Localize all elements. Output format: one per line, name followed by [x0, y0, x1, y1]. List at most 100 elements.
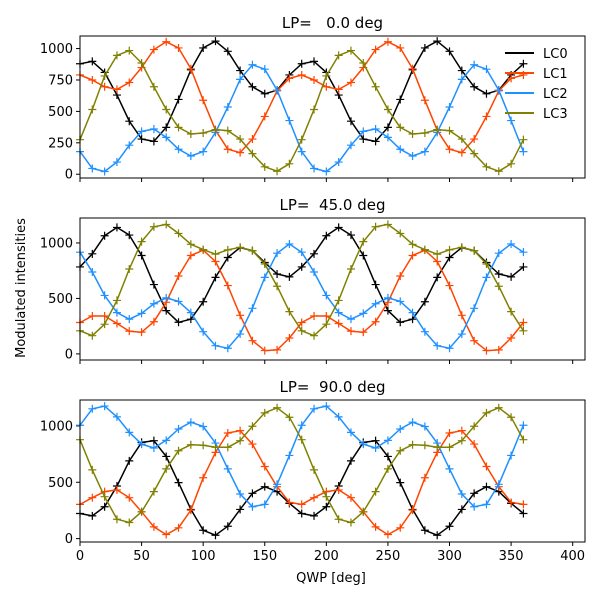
- data-point-marker: [470, 135, 479, 144]
- data-point-marker: [273, 86, 282, 95]
- data-point-marker: [125, 315, 134, 324]
- data-point-marker: [470, 60, 479, 69]
- data-point-marker: [260, 260, 269, 269]
- data-point-marker: [297, 147, 306, 156]
- data-point-marker: [162, 436, 171, 445]
- data-point-marker: [112, 158, 121, 167]
- data-point-marker: [519, 509, 528, 518]
- data-point-marker: [334, 223, 343, 232]
- data-point-marker: [346, 315, 355, 324]
- data-point-marker: [396, 123, 405, 132]
- data-point-marker: [88, 311, 97, 320]
- y-tick-label: 0: [65, 168, 73, 183]
- data-point-marker: [334, 515, 343, 524]
- data-point-marker: [162, 105, 171, 114]
- data-point-marker: [457, 505, 466, 514]
- subplot-2: LP= 45.0 deg 0 500 1000: [40, 196, 586, 364]
- data-point-marker: [445, 522, 454, 531]
- data-point-marker: [297, 135, 306, 144]
- data-point-marker: [346, 141, 355, 150]
- data-point-marker: [359, 309, 368, 318]
- data-point-marker: [236, 243, 245, 252]
- data-point-marker: [310, 249, 319, 258]
- y-tick-label: 1000: [40, 236, 73, 251]
- data-point-marker: [112, 223, 121, 232]
- data-point-marker: [310, 311, 319, 320]
- data-point-marker: [223, 145, 232, 154]
- data-point-marker: [310, 75, 319, 84]
- data-point-marker: [383, 293, 392, 302]
- data-point-marker: [507, 272, 516, 281]
- data-point-marker: [199, 473, 208, 482]
- data-point-marker: [494, 86, 503, 95]
- data-point-marker: [346, 518, 355, 527]
- data-point-marker: [88, 511, 97, 520]
- data-point-marker: [100, 492, 109, 501]
- data-point-marker: [445, 344, 454, 353]
- data-point-marker: [211, 37, 220, 46]
- data-point-marker: [236, 489, 245, 498]
- data-point-marker: [408, 152, 417, 161]
- data-point-marker: [383, 123, 392, 132]
- data-point-marker: [396, 43, 405, 52]
- data-point-marker: [211, 273, 220, 282]
- data-point-marker: [396, 297, 405, 306]
- data-point-marker: [433, 531, 442, 540]
- data-point-marker: [211, 443, 220, 452]
- data-point-marker: [285, 239, 294, 248]
- data-point-marker: [137, 237, 146, 246]
- data-point-marker: [112, 85, 121, 94]
- data-point-marker: [236, 66, 245, 75]
- data-point-marker: [236, 75, 245, 84]
- data-point-marker: [519, 147, 528, 156]
- data-point-marker: [248, 440, 257, 449]
- data-point-marker: [457, 148, 466, 157]
- legend: LC0 LC1 LC2 LC3: [505, 47, 568, 122]
- data-point-marker: [507, 413, 516, 422]
- data-point-marker: [174, 318, 183, 327]
- data-point-marker: [408, 64, 417, 73]
- data-point-marker: [507, 116, 516, 125]
- data-point-marker: [371, 487, 380, 496]
- data-point-marker: [236, 505, 245, 514]
- data-point-marker: [112, 51, 121, 60]
- data-point-marker: [149, 487, 158, 496]
- data-point-marker: [494, 282, 503, 291]
- data-point-marker: [420, 245, 429, 254]
- data-point-marker: [507, 239, 516, 248]
- data-point-marker: [371, 436, 380, 445]
- data-point-marker: [371, 317, 380, 326]
- data-point-marker: [199, 96, 208, 105]
- data-point-marker: [260, 273, 269, 282]
- data-point-marker: [482, 482, 491, 491]
- data-point-marker: [149, 436, 158, 445]
- subplot-3: LP= 90.0 deg 0 500 1000 0 50 100 150 200 250 300 35…: [40, 378, 586, 564]
- data-point-marker: [507, 498, 516, 507]
- data-point-marker: [260, 89, 269, 98]
- data-point-marker: [211, 125, 220, 134]
- data-point-marker: [433, 257, 442, 266]
- data-point-marker: [470, 489, 479, 498]
- data-point-marker: [322, 320, 331, 329]
- data-point-marker: [310, 164, 319, 173]
- data-point-marker: [457, 75, 466, 84]
- data-point-marker: [420, 43, 429, 52]
- data-point-marker: [470, 246, 479, 255]
- data-point-marker: [420, 327, 429, 336]
- data-point-marker: [310, 331, 319, 340]
- data-point-marker: [223, 281, 232, 290]
- data-point-marker: [149, 280, 158, 289]
- data-point-marker: [297, 59, 306, 68]
- data-point-marker: [297, 435, 306, 444]
- data-point-marker: [100, 82, 109, 91]
- data-point-marker: [186, 152, 195, 161]
- data-point-marker: [199, 245, 208, 254]
- data-point-marker: [396, 318, 405, 327]
- data-point-marker: [334, 296, 343, 305]
- data-point-marker: [88, 57, 97, 66]
- legend-label-lc2: LC2: [543, 87, 568, 102]
- data-point-marker: [396, 523, 405, 532]
- data-point-marker: [457, 66, 466, 75]
- data-point-marker: [334, 308, 343, 317]
